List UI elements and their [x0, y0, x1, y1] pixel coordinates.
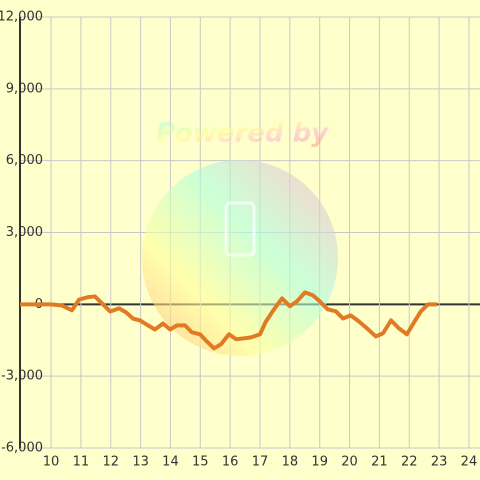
y-tick-label: -6,000 — [1, 441, 43, 456]
x-tick-label: 13 — [132, 455, 149, 470]
y-tick-label: 12,000 — [0, 10, 43, 25]
y-tick-label: 3,000 — [6, 225, 43, 240]
x-tick-label: 19 — [311, 455, 328, 470]
x-tick-label: 21 — [371, 455, 388, 470]
x-tick-label: 17 — [252, 455, 269, 470]
watermark-text: Powered by — [156, 119, 329, 149]
x-tick-label: 12 — [102, 455, 119, 470]
y-tick-label: -3,000 — [1, 369, 43, 384]
x-tick-label: 15 — [192, 455, 209, 470]
watermark-icon — [224, 201, 256, 257]
x-tick-label: 10 — [43, 455, 60, 470]
x-tick-label: 22 — [401, 455, 418, 470]
x-tick-label: 24 — [461, 455, 478, 470]
line — [20, 290, 438, 351]
y-tick-label: 9,000 — [6, 81, 43, 96]
y-tick-label: 6,000 — [6, 153, 43, 168]
x-tick-label: 20 — [341, 455, 358, 470]
x-tick-label: 23 — [431, 455, 448, 470]
x-tick-label: 18 — [282, 455, 299, 470]
x-tick-label: 16 — [222, 455, 239, 470]
x-tick-label: 14 — [162, 455, 179, 470]
x-tick-label: 11 — [73, 455, 90, 470]
